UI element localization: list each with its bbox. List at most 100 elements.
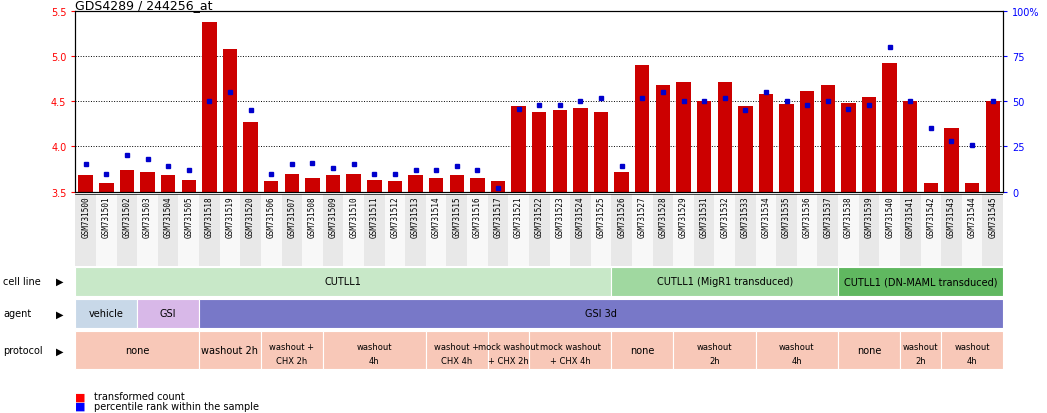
Bar [116, 194, 137, 266]
Bar [904, 102, 917, 192]
Text: GSM731538: GSM731538 [844, 195, 853, 237]
Text: + CHX 4h: + CHX 4h [550, 356, 591, 365]
Bar [694, 194, 714, 266]
Bar [985, 102, 1000, 192]
Bar [797, 194, 818, 266]
Text: GSM731517: GSM731517 [493, 195, 503, 237]
Bar [511, 107, 526, 192]
Text: GSM731535: GSM731535 [782, 195, 792, 237]
Bar [199, 332, 261, 369]
Text: GSM731534: GSM731534 [761, 195, 771, 237]
Bar [408, 176, 423, 192]
Bar [941, 332, 1003, 369]
Text: cell line: cell line [3, 276, 41, 287]
Text: GSM731509: GSM731509 [329, 195, 337, 237]
Text: GSM731511: GSM731511 [370, 195, 379, 237]
Bar [158, 194, 178, 266]
Text: none: none [630, 345, 654, 356]
Bar [923, 183, 938, 192]
Text: GSM731525: GSM731525 [597, 195, 605, 237]
Bar [137, 194, 158, 266]
Text: GSM731513: GSM731513 [411, 195, 420, 237]
Bar [449, 176, 464, 192]
Bar [241, 194, 261, 266]
Text: GSM731542: GSM731542 [927, 195, 935, 237]
Text: GSM731536: GSM731536 [803, 195, 811, 237]
Bar [573, 109, 587, 192]
Bar [529, 194, 550, 266]
Bar [615, 172, 629, 192]
Bar [611, 194, 632, 266]
Text: 2h: 2h [915, 356, 926, 365]
Bar [652, 194, 673, 266]
Bar [529, 332, 611, 369]
Bar [140, 172, 155, 192]
Bar [223, 50, 238, 192]
Bar [303, 194, 322, 266]
Text: ▶: ▶ [55, 309, 63, 319]
Text: GSM731519: GSM731519 [225, 195, 235, 237]
Text: ■: ■ [75, 392, 86, 401]
Text: GSI: GSI [160, 309, 176, 319]
Text: GSM731516: GSM731516 [473, 195, 482, 237]
Bar [800, 91, 815, 192]
Text: GSM731532: GSM731532 [720, 195, 729, 237]
Text: none: none [125, 345, 150, 356]
Bar [714, 194, 735, 266]
Text: GSM731522: GSM731522 [535, 195, 543, 237]
Bar [941, 194, 962, 266]
Bar [202, 23, 217, 192]
Text: percentile rank within the sample: percentile rank within the sample [94, 401, 260, 411]
Bar [326, 176, 340, 192]
Bar [838, 194, 859, 266]
Bar [818, 194, 838, 266]
Text: GSM731537: GSM731537 [823, 195, 832, 237]
Bar [199, 194, 220, 266]
Text: mock washout: mock washout [477, 342, 539, 351]
Text: GSM731540: GSM731540 [885, 195, 894, 237]
Bar [199, 299, 1003, 328]
Text: GSM731515: GSM731515 [452, 195, 462, 237]
Text: GSM731510: GSM731510 [350, 195, 358, 237]
Text: GSM731544: GSM731544 [967, 195, 977, 237]
Text: GSM731533: GSM731533 [741, 195, 750, 237]
Text: GSM731505: GSM731505 [184, 195, 194, 237]
Bar [261, 194, 282, 266]
Bar [282, 194, 303, 266]
Bar [655, 86, 670, 192]
Text: GSM731541: GSM731541 [906, 195, 915, 237]
Text: GSM731502: GSM731502 [122, 195, 132, 237]
Bar [96, 194, 116, 266]
Bar [243, 123, 258, 192]
Text: GSM731518: GSM731518 [205, 195, 214, 237]
Text: GSM731545: GSM731545 [988, 195, 997, 237]
Text: CUTLL1 (DN-MAML transduced): CUTLL1 (DN-MAML transduced) [844, 276, 998, 287]
Text: GSM731524: GSM731524 [576, 195, 585, 237]
Text: none: none [856, 345, 882, 356]
Text: vehicle: vehicle [89, 309, 124, 319]
Bar [676, 83, 691, 192]
Bar [883, 64, 897, 192]
Text: CUTLL1: CUTLL1 [325, 276, 362, 287]
Text: GSM731521: GSM731521 [514, 195, 524, 237]
Bar [900, 194, 920, 266]
Text: washout: washout [696, 342, 732, 351]
Text: ▶: ▶ [55, 276, 63, 287]
Bar [75, 299, 137, 328]
Bar [862, 98, 876, 192]
Text: agent: agent [3, 309, 31, 319]
Bar [306, 178, 319, 192]
Bar [636, 66, 649, 192]
Text: GSM731539: GSM731539 [865, 195, 873, 237]
Bar [405, 194, 426, 266]
Text: ■: ■ [75, 401, 86, 411]
Bar [467, 194, 488, 266]
Bar [738, 107, 753, 192]
Bar [446, 194, 467, 266]
Bar [673, 332, 756, 369]
Text: GSM731506: GSM731506 [267, 195, 275, 237]
Bar [859, 194, 879, 266]
Bar [821, 86, 836, 192]
Bar [220, 194, 241, 266]
Text: GSM731512: GSM731512 [391, 195, 399, 237]
